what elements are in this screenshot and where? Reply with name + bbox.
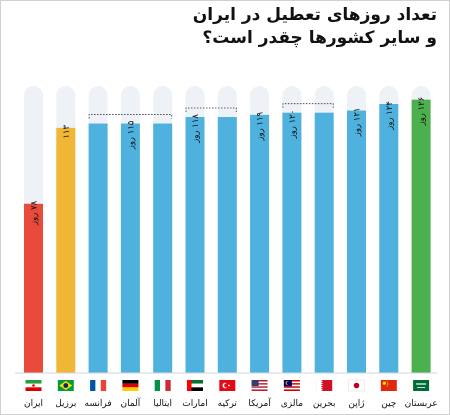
category-label: چین [381,399,396,409]
brazil-flag-icon [57,380,74,391]
category-label: ایران [24,399,43,409]
bar [347,110,366,374]
value-label: ۷۸ روز [30,200,40,226]
china-flag-icon [380,380,397,391]
bar [282,112,302,373]
bar [411,99,431,373]
bar [217,117,237,374]
bar [314,112,334,373]
category-label: آمریکا [248,397,271,409]
bar [379,104,399,373]
chart-title-line-2: و سایر کشورها چقدر است؟ [202,28,437,48]
value-label: ۱۱۵ روز [126,120,136,150]
bar [56,127,76,373]
category-label: برزیل [55,399,76,409]
bar [153,123,173,374]
saudi-flag-icon [413,380,430,391]
bar [250,114,270,373]
bar [24,203,43,373]
category-label: عربستان [405,399,438,409]
bar [88,123,108,374]
value-label: ۱۱۸ روز [191,114,201,144]
value-label: ۱۲۶ روز [417,97,427,127]
malaysia-flag-icon [283,380,300,391]
category-label: بحرین [313,399,336,409]
value-label: ۱۱۳ [62,124,72,138]
uae-flag-icon [187,380,203,391]
bar [185,117,205,374]
iran-flag-icon [25,380,42,391]
turkey-flag-icon [219,380,236,391]
category-label: آلمان [120,397,140,409]
category-label: ایتالیا [153,399,172,409]
category-label: مالزی [281,399,303,409]
italy-flag-icon [154,380,171,391]
group-bracket [88,114,173,119]
value-label: ۱۲۱ روز [353,108,363,138]
france-flag-icon [90,380,107,391]
bar [120,123,140,374]
chart-title-line-1: تعداد روزهای تعطیل در ایران [192,5,437,25]
category-label: ترکیه [218,399,238,409]
bahrain-flag-icon [316,380,333,391]
category-label: فرانسه [85,399,112,409]
value-label: ۱۱۹ روز [256,111,266,141]
value-label: ۱۲۰ روز [288,110,298,140]
value-label: ۱۲۴ روز [385,101,395,131]
category-label: ژاپن [348,399,364,409]
japan-flag-icon [348,379,365,392]
category-label: امارات [182,399,207,409]
germany-flag-icon [122,380,139,391]
usa-flag-icon [251,380,268,391]
